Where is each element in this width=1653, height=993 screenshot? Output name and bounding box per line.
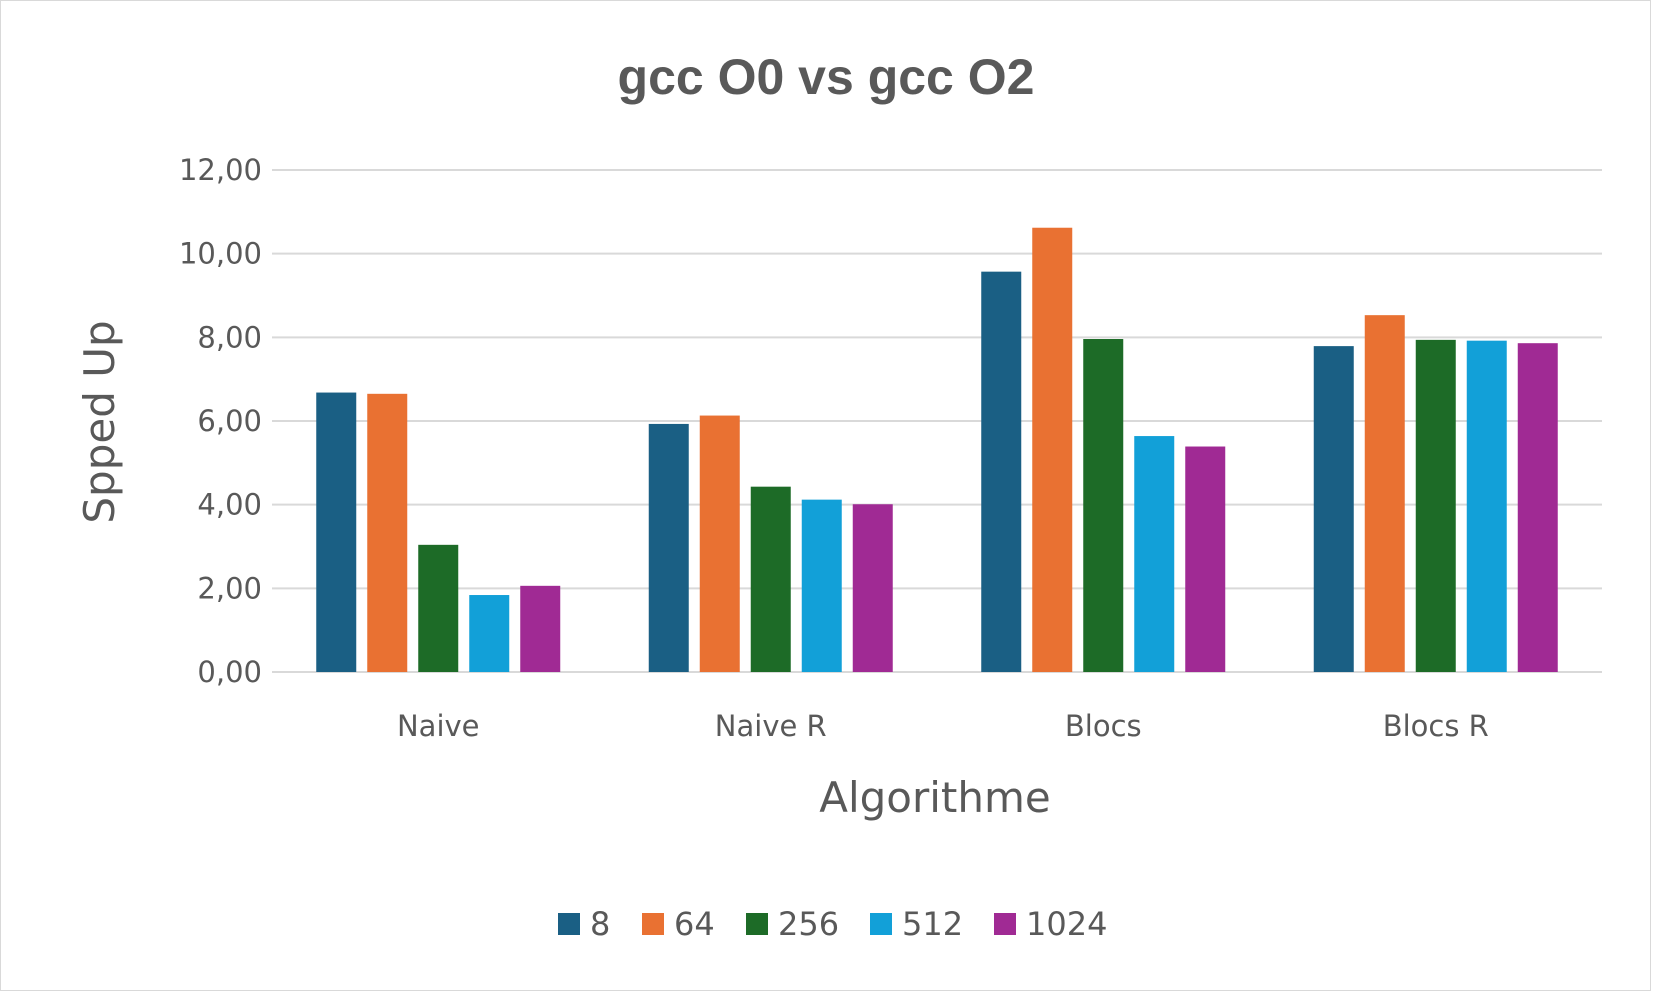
y-tick-label: 0,00: [197, 655, 262, 689]
legend-label: 64: [674, 905, 715, 943]
bars: [316, 227, 1558, 673]
bar-blocs-r-256: [1415, 339, 1456, 672]
bar-blocs-64: [1032, 227, 1073, 673]
bar-blocs-r-1024: [1517, 343, 1558, 672]
y-axis-title: Spped Up: [75, 320, 124, 523]
legend-swatch: [642, 913, 664, 935]
bar-naive-256: [418, 544, 459, 672]
y-tick-label: 6,00: [197, 404, 262, 438]
bar-naive-r-256: [750, 486, 791, 672]
bar-naive-r-1024: [852, 504, 893, 672]
legend-label: 8: [590, 905, 610, 943]
bar-blocs-256: [1083, 339, 1124, 672]
x-tick-label: Naive R: [715, 709, 827, 743]
chart-title: gcc O0 vs gcc O2: [618, 49, 1035, 105]
y-tick-label: 4,00: [197, 488, 262, 522]
bar-naive-r-512: [801, 499, 842, 672]
legend: 8 64 256 512 1024: [558, 905, 1107, 943]
y-axis-ticks: 0,00 2,00 4,00 6,00 8,00 10,00 12,00: [179, 153, 262, 689]
bar-blocs-1024: [1185, 446, 1226, 672]
bar-naive-8: [316, 392, 357, 672]
bar-naive-r-8: [648, 423, 689, 672]
bar-blocs-512: [1134, 436, 1175, 672]
bar-blocs-r-64: [1364, 315, 1405, 672]
x-axis-title: Algorithme: [819, 773, 1051, 822]
y-tick-label: 2,00: [197, 571, 262, 605]
x-tick-label: Naive: [397, 709, 480, 743]
legend-swatch: [870, 913, 892, 935]
legend-swatch: [746, 913, 768, 935]
x-tick-label: Blocs: [1065, 709, 1142, 743]
bar-blocs-r-8: [1313, 346, 1354, 672]
bar-blocs-r-512: [1466, 340, 1507, 672]
bar-naive-r-64: [699, 415, 740, 672]
x-tick-label: Blocs R: [1383, 709, 1489, 743]
legend-swatch: [994, 913, 1016, 935]
y-tick-label: 10,00: [179, 237, 262, 271]
bar-naive-1024: [520, 585, 561, 672]
bar-blocs-8: [981, 271, 1022, 672]
y-tick-label: 8,00: [197, 320, 262, 354]
bar-naive-64: [367, 393, 408, 672]
x-axis-ticks: Naive Naive R Blocs Blocs R: [397, 709, 1489, 743]
legend-label: 1024: [1026, 905, 1107, 943]
legend-label: 256: [778, 905, 839, 943]
y-tick-label: 12,00: [179, 153, 262, 187]
bar-naive-512: [469, 595, 510, 672]
legend-label: 512: [902, 905, 963, 943]
legend-swatch: [558, 913, 580, 935]
